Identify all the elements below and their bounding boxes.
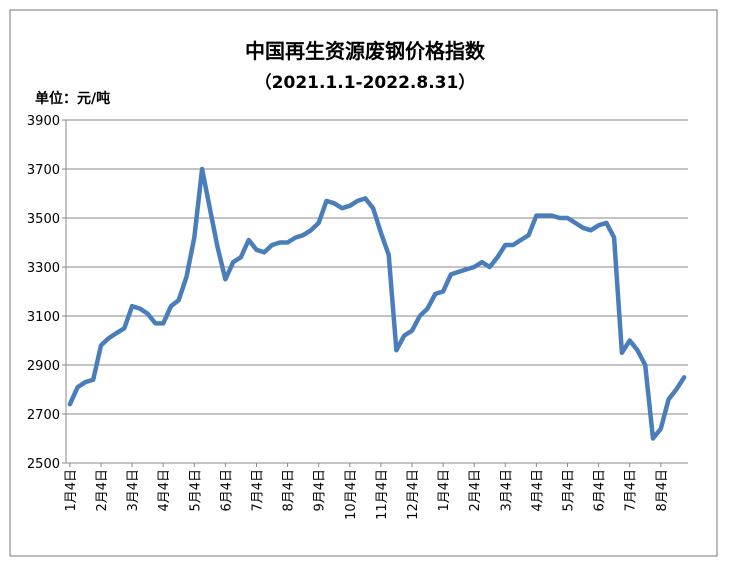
y-axis-label: 单位：元/吨 bbox=[35, 90, 110, 107]
y-tick-label: 3900 bbox=[27, 114, 60, 129]
x-tick-label: 5月4日 bbox=[188, 469, 203, 512]
data-line bbox=[67, 166, 687, 441]
x-tick-label: 10月4日 bbox=[344, 469, 359, 520]
y-tick-label: 2500 bbox=[27, 457, 60, 472]
x-tick-label: 3月4日 bbox=[499, 469, 514, 512]
chart-border bbox=[9, 9, 718, 557]
y-tick-label: 2700 bbox=[27, 408, 60, 423]
x-tick-label: 4月4日 bbox=[530, 469, 545, 512]
y-tick-label: 3100 bbox=[27, 310, 60, 325]
x-tick-label: 4月4日 bbox=[157, 469, 172, 512]
x-tick-label: 9月4日 bbox=[313, 469, 328, 512]
y-tick-label: 3500 bbox=[27, 212, 60, 227]
x-tick-label: 5月4日 bbox=[561, 469, 576, 512]
x-tick-label: 2月4日 bbox=[95, 469, 110, 512]
x-tick-label: 7月4日 bbox=[624, 469, 639, 512]
y-tick-label: 3300 bbox=[27, 261, 60, 276]
x-tick-label: 8月4日 bbox=[282, 469, 297, 512]
x-tick-label: 6月4日 bbox=[593, 469, 608, 512]
x-tick-label: 11月4日 bbox=[375, 469, 390, 520]
x-tick-label: 12月4日 bbox=[406, 469, 421, 520]
chart-subtitle: （2021.1.1-2022.8.31） bbox=[255, 72, 476, 93]
x-tick-label: 7月4日 bbox=[250, 469, 265, 512]
x-tick-label: 6月4日 bbox=[219, 469, 234, 512]
x-tick-label: 8月4日 bbox=[655, 469, 670, 512]
x-tick-label: 1月4日 bbox=[64, 469, 79, 512]
x-tick-label: 2月4日 bbox=[468, 469, 483, 512]
y-tick-label: 3700 bbox=[27, 163, 60, 178]
x-tick-label: 3月4日 bbox=[126, 469, 141, 512]
x-tick-label: 1月4日 bbox=[437, 469, 452, 512]
y-tick-label: 2900 bbox=[27, 359, 60, 374]
chart-title: 中国再生资源废钢价格指数 bbox=[245, 39, 486, 63]
